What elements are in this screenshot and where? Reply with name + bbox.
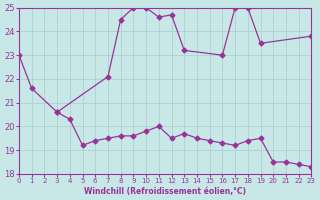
- X-axis label: Windchill (Refroidissement éolien,°C): Windchill (Refroidissement éolien,°C): [84, 187, 246, 196]
